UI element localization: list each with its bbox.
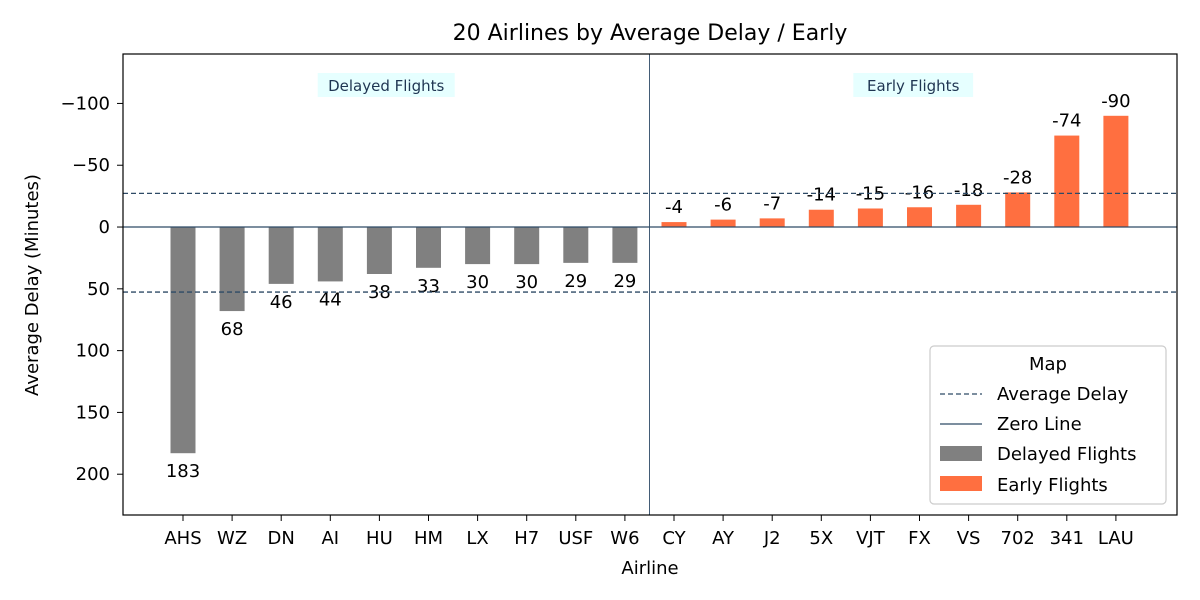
- x-tick-label: WZ: [217, 528, 247, 549]
- section-label-bg: [317, 73, 455, 97]
- data-label: -7: [763, 193, 781, 214]
- y-axis-title: Average Delay (Minutes): [22, 174, 43, 396]
- bar-FX: [907, 207, 932, 228]
- x-axis-title: Airline: [621, 558, 678, 579]
- legend-early-swatch: [940, 476, 982, 491]
- data-label: -6: [714, 195, 732, 216]
- data-label: 29: [613, 271, 636, 292]
- bar-341: [1054, 135, 1080, 228]
- bar-VS: [956, 204, 982, 228]
- x-tick-label: LX: [466, 528, 488, 549]
- data-label: 183: [166, 461, 200, 482]
- legend-title: Map: [1029, 354, 1067, 375]
- legend-average-label: Average Delay: [997, 384, 1129, 405]
- x-tick-label: H7: [514, 528, 539, 549]
- chart-title: 20 Airlines by Average Delay / Early: [453, 21, 848, 46]
- x-tick-label: FX: [908, 528, 931, 549]
- bar-LX: [465, 227, 491, 265]
- x-tick-label: W6: [610, 528, 639, 549]
- legend-delayed-swatch: [940, 446, 982, 461]
- x-tick-label: 341: [1050, 528, 1084, 549]
- bar-702: [1005, 192, 1031, 228]
- x-tick-label: J2: [763, 528, 781, 549]
- bar-AHS: [170, 227, 196, 454]
- section-label-bg: [853, 73, 974, 97]
- x-tick-label: AI: [321, 528, 339, 549]
- y-tick-label: −50: [72, 155, 110, 176]
- bar-USF: [563, 227, 589, 263]
- x-tick-label: USF: [558, 528, 593, 549]
- bar-AY: [710, 219, 736, 228]
- bar-AI: [317, 227, 343, 282]
- section-label: Delayed Flights: [328, 77, 444, 95]
- x-tick-label: CY: [662, 528, 686, 549]
- y-tick-label: 50: [87, 279, 110, 300]
- bar-CY: [661, 222, 687, 228]
- bar-J2: [759, 218, 785, 228]
- x-tick-label: VS: [957, 528, 981, 549]
- data-label: 68: [221, 319, 244, 340]
- y-tick-label: 100: [76, 341, 110, 362]
- data-label: 44: [319, 289, 342, 310]
- legend-early-label: Early Flights: [997, 475, 1108, 496]
- y-tick-label: 200: [76, 464, 110, 485]
- bar-LAU: [1103, 115, 1129, 228]
- bar-HU: [366, 227, 392, 274]
- data-label: 30: [515, 272, 538, 293]
- data-label: -14: [807, 185, 836, 206]
- bar-DN: [268, 227, 294, 284]
- x-tick-label: 5X: [809, 528, 833, 549]
- data-label: 29: [564, 271, 587, 292]
- y-tick-label: −100: [61, 93, 110, 114]
- x-tick-label: AY: [712, 528, 735, 549]
- legend: Map Average Delay Zero Line Delayed Flig…: [929, 345, 1167, 505]
- data-label: -28: [1003, 167, 1032, 188]
- data-label: -90: [1101, 91, 1130, 112]
- x-tick-label: HM: [414, 528, 443, 549]
- data-label: 46: [270, 292, 293, 313]
- data-label: -4: [665, 197, 683, 218]
- bar-5X: [808, 209, 834, 228]
- bar-H7: [514, 227, 540, 265]
- data-label: -74: [1052, 111, 1081, 132]
- section-label: Early Flights: [867, 77, 960, 95]
- x-tick-label: 702: [1001, 528, 1035, 549]
- legend-zero-label: Zero Line: [997, 414, 1082, 435]
- data-label: 30: [466, 272, 489, 293]
- x-tick-label: HU: [366, 528, 393, 549]
- plot-frame: [122, 53, 1178, 516]
- x-tick-label: DN: [268, 528, 295, 549]
- data-label: 33: [417, 276, 440, 297]
- bar-WZ: [219, 227, 245, 312]
- legend-delayed-label: Delayed Flights: [997, 444, 1136, 465]
- x-tick-label: AHS: [164, 528, 201, 549]
- bar-HM: [416, 227, 441, 268]
- bar-VJT: [857, 208, 883, 228]
- data-label: -18: [954, 180, 983, 201]
- data-label: -16: [905, 182, 934, 203]
- y-tick-label: 0: [99, 217, 110, 238]
- x-tick-label: LAU: [1098, 528, 1134, 549]
- bar-W6: [612, 227, 638, 263]
- legend-box: [929, 345, 1167, 505]
- y-tick-label: 150: [76, 402, 110, 423]
- x-tick-label: VJT: [856, 528, 886, 549]
